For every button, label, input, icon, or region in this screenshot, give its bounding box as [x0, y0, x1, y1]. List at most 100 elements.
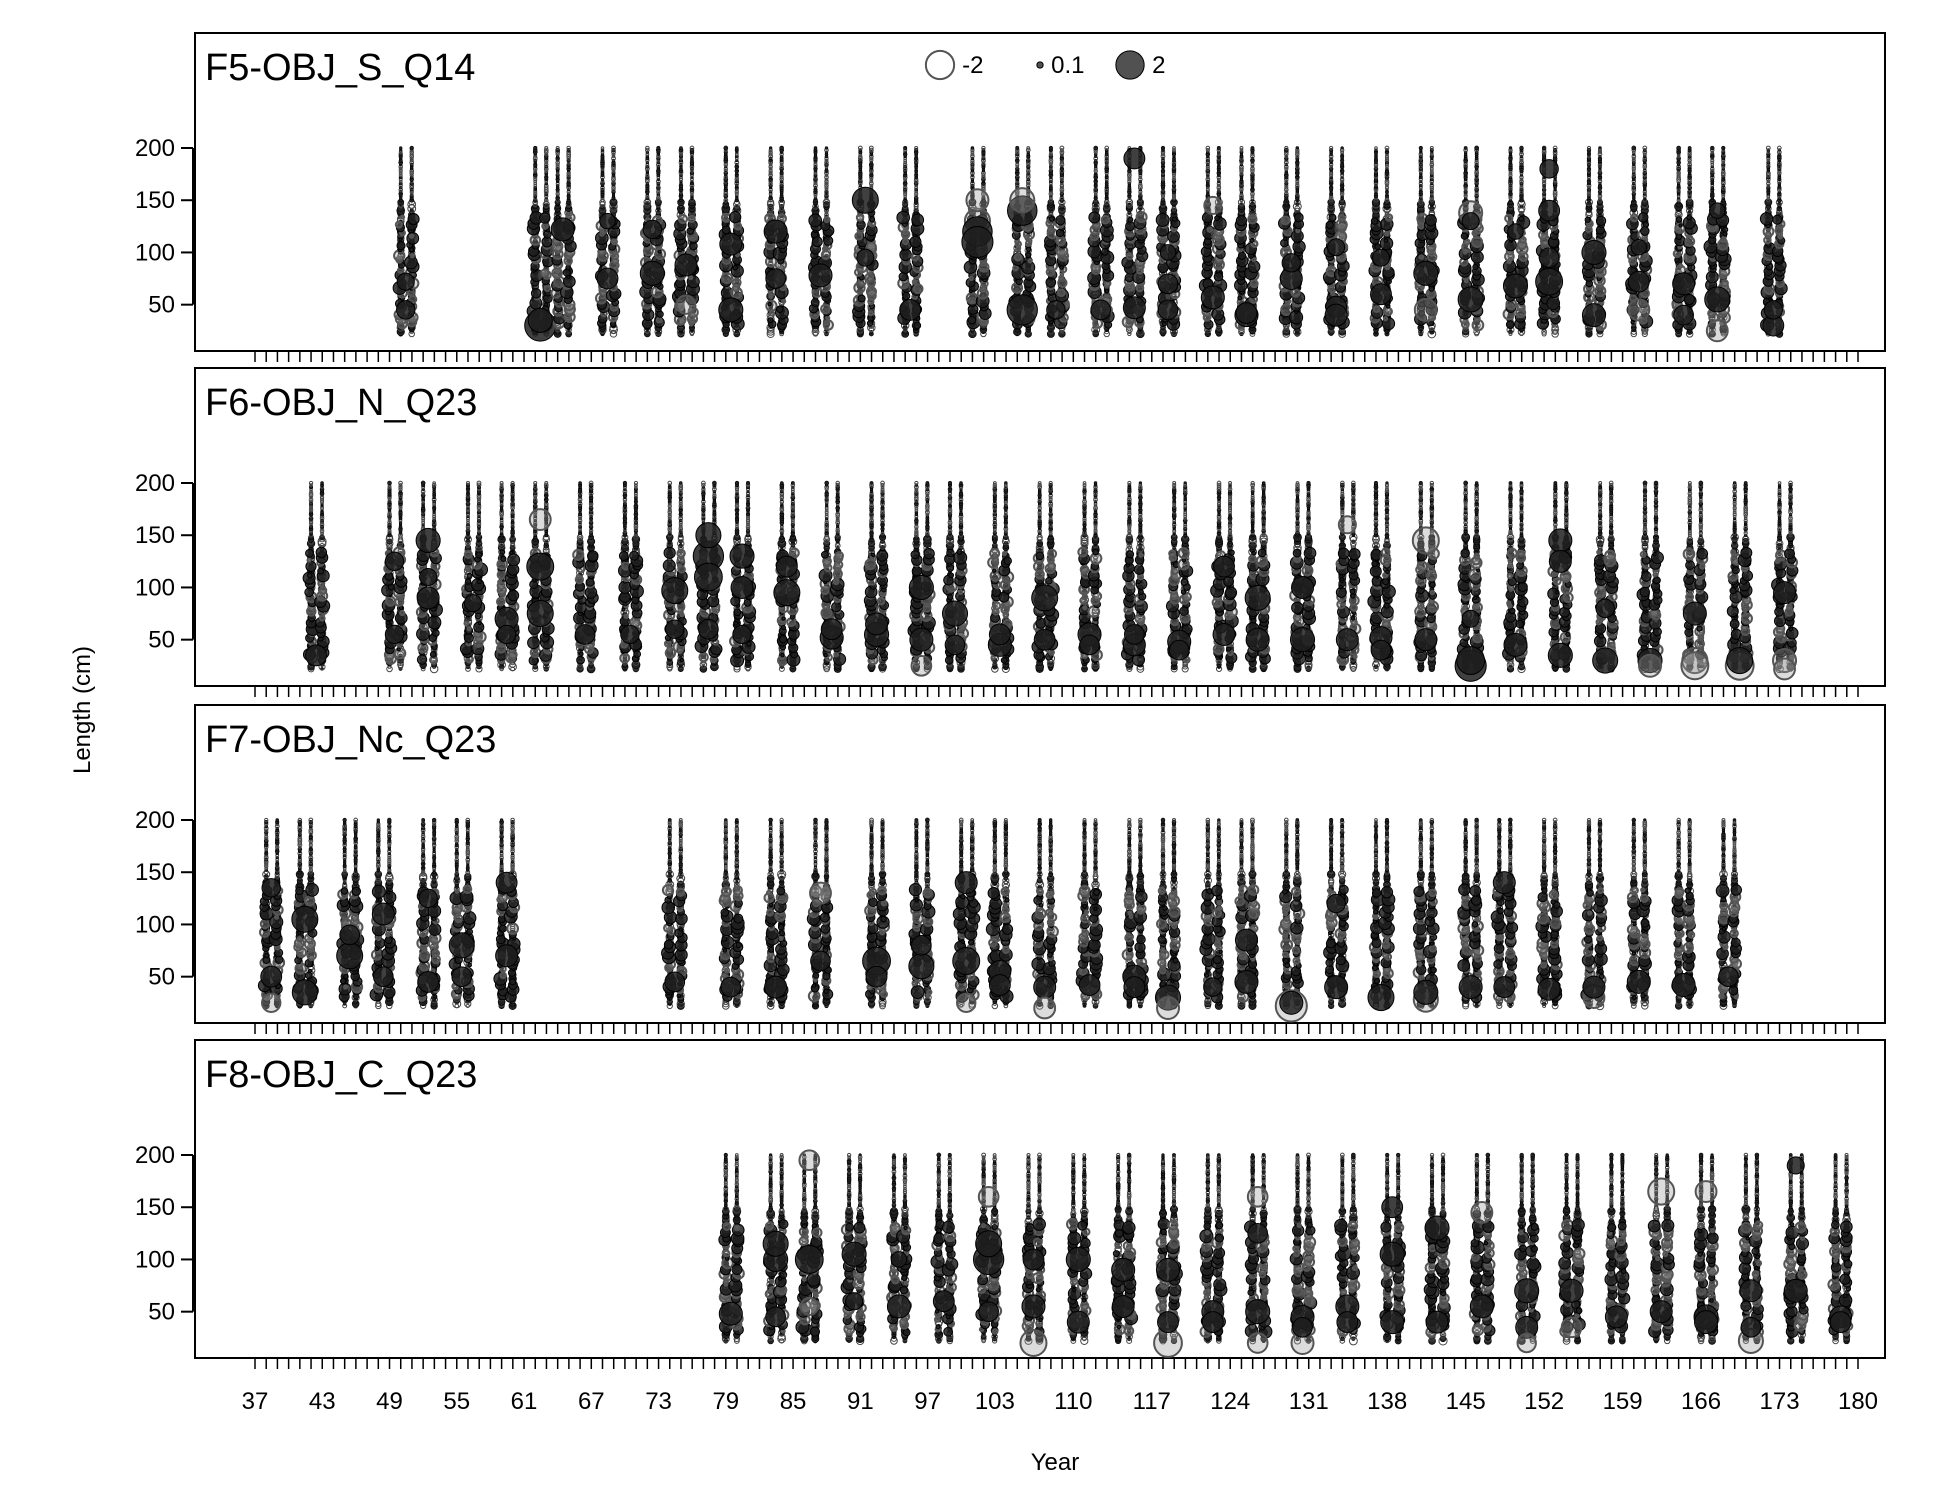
- bubble-small: [1251, 146, 1254, 149]
- bubble-negative: [766, 301, 776, 311]
- bubble-positive: [1282, 254, 1300, 272]
- bubble-positive: [1236, 216, 1246, 226]
- bubble-negative: [1296, 229, 1299, 232]
- bubble-negative: [722, 214, 730, 222]
- bubble-small: [903, 146, 906, 149]
- bubble-positive: [1022, 261, 1035, 274]
- bubble-small: [1161, 146, 1165, 150]
- bubble-negative: [782, 300, 785, 303]
- bubble-negative: [552, 268, 562, 278]
- bubble-negative: [1252, 258, 1255, 261]
- y-tick-label: 150: [135, 187, 175, 214]
- bubble-positive: [658, 250, 661, 253]
- bubble-positive: [1325, 304, 1347, 326]
- bubble-negative: [1281, 304, 1292, 315]
- bubble-positive: [1126, 222, 1135, 231]
- bubble-positive: [1027, 247, 1031, 251]
- bubble-small: [1016, 146, 1019, 149]
- bubble-negative: [1102, 216, 1110, 224]
- bubble-positive: [1201, 286, 1224, 309]
- bubble-positive: [1050, 217, 1055, 222]
- bubble-positive: [399, 238, 402, 241]
- bubble-small: [735, 146, 738, 149]
- bubble-positive: [730, 212, 741, 223]
- bubble-positive: [1158, 300, 1178, 320]
- bubble-negative: [542, 223, 547, 228]
- bubble-negative: [1251, 280, 1258, 287]
- bubble-negative: [866, 273, 874, 281]
- bubble-negative: [544, 285, 550, 291]
- bubble-positive: [1105, 290, 1108, 293]
- bubble-negative: [1056, 237, 1065, 246]
- y-tick-label: 200: [135, 135, 175, 162]
- bubble-negative: [1059, 276, 1063, 280]
- bubble-positive: [1371, 218, 1378, 225]
- bubble-small: [769, 147, 772, 150]
- bubble-positive: [962, 226, 993, 257]
- bubble-positive: [1124, 148, 1145, 169]
- bubble-small: [825, 147, 828, 150]
- bubble-positive: [858, 295, 865, 302]
- bubble-positive: [811, 299, 819, 307]
- bubble-small: [679, 147, 682, 150]
- bubble-positive: [857, 249, 874, 266]
- bubble-positive: [1172, 217, 1176, 221]
- bubble-negative: [1248, 215, 1256, 223]
- bubble-positive: [600, 213, 616, 229]
- bubble-positive: [870, 217, 875, 222]
- bubble-positive: [1326, 221, 1333, 228]
- bubble-small: [1341, 147, 1344, 150]
- bubble-positive: [910, 236, 921, 247]
- bubble-positive: [868, 315, 874, 321]
- bubble-positive: [1089, 212, 1100, 223]
- bubble-positive: [397, 242, 405, 250]
- bubble-small: [1049, 146, 1053, 150]
- bubble-negative: [1137, 212, 1147, 222]
- bubble-positive: [900, 299, 921, 320]
- bubble-negative: [903, 239, 908, 244]
- bubble-positive: [768, 318, 773, 323]
- bubble-small: [780, 146, 784, 150]
- bubble-negative: [1339, 215, 1345, 221]
- bubble-negative: [722, 273, 732, 283]
- bubble-positive: [1156, 213, 1169, 226]
- bubble-positive: [1236, 303, 1257, 324]
- bubble-positive: [1214, 272, 1223, 281]
- bubble-negative: [1127, 253, 1133, 259]
- bubble-positive: [1295, 213, 1304, 222]
- bubble-positive: [397, 273, 414, 290]
- bubble-negative: [966, 189, 988, 211]
- bubble-positive: [1160, 245, 1176, 261]
- bubble-positive: [912, 214, 924, 226]
- bubble-negative: [410, 235, 413, 238]
- bubble-positive: [733, 265, 737, 269]
- bubble-small: [1048, 199, 1054, 205]
- bubble-positive: [1056, 216, 1065, 225]
- bubble-positive: [1328, 239, 1345, 256]
- bubble-positive: [1047, 301, 1065, 319]
- bubble-negative: [822, 251, 830, 259]
- panel-title: F5-OBJ_S_Q14: [205, 47, 475, 89]
- bubble-positive: [809, 214, 822, 227]
- bubble-negative: [1204, 197, 1221, 214]
- bubble-positive: [1215, 216, 1220, 221]
- bubble-negative: [657, 318, 662, 323]
- bubble-negative: [1058, 289, 1065, 296]
- bubble-negative: [1281, 216, 1289, 224]
- bubble-negative: [1010, 188, 1034, 212]
- bubble-positive: [764, 220, 787, 243]
- bubble-negative: [1207, 227, 1211, 231]
- bubble-positive: [597, 268, 618, 289]
- bubble-positive: [563, 269, 570, 276]
- bubble-small: [971, 147, 974, 150]
- bubble-small: [689, 199, 696, 206]
- bubble-positive: [531, 289, 540, 298]
- bubble-positive: [1123, 297, 1145, 319]
- bubble-negative: [735, 223, 742, 230]
- bubble-small: [1217, 146, 1220, 149]
- bubble-positive: [777, 306, 784, 313]
- bubble-negative: [821, 305, 830, 314]
- bubble-positive: [824, 236, 833, 245]
- bubble-negative: [689, 216, 695, 222]
